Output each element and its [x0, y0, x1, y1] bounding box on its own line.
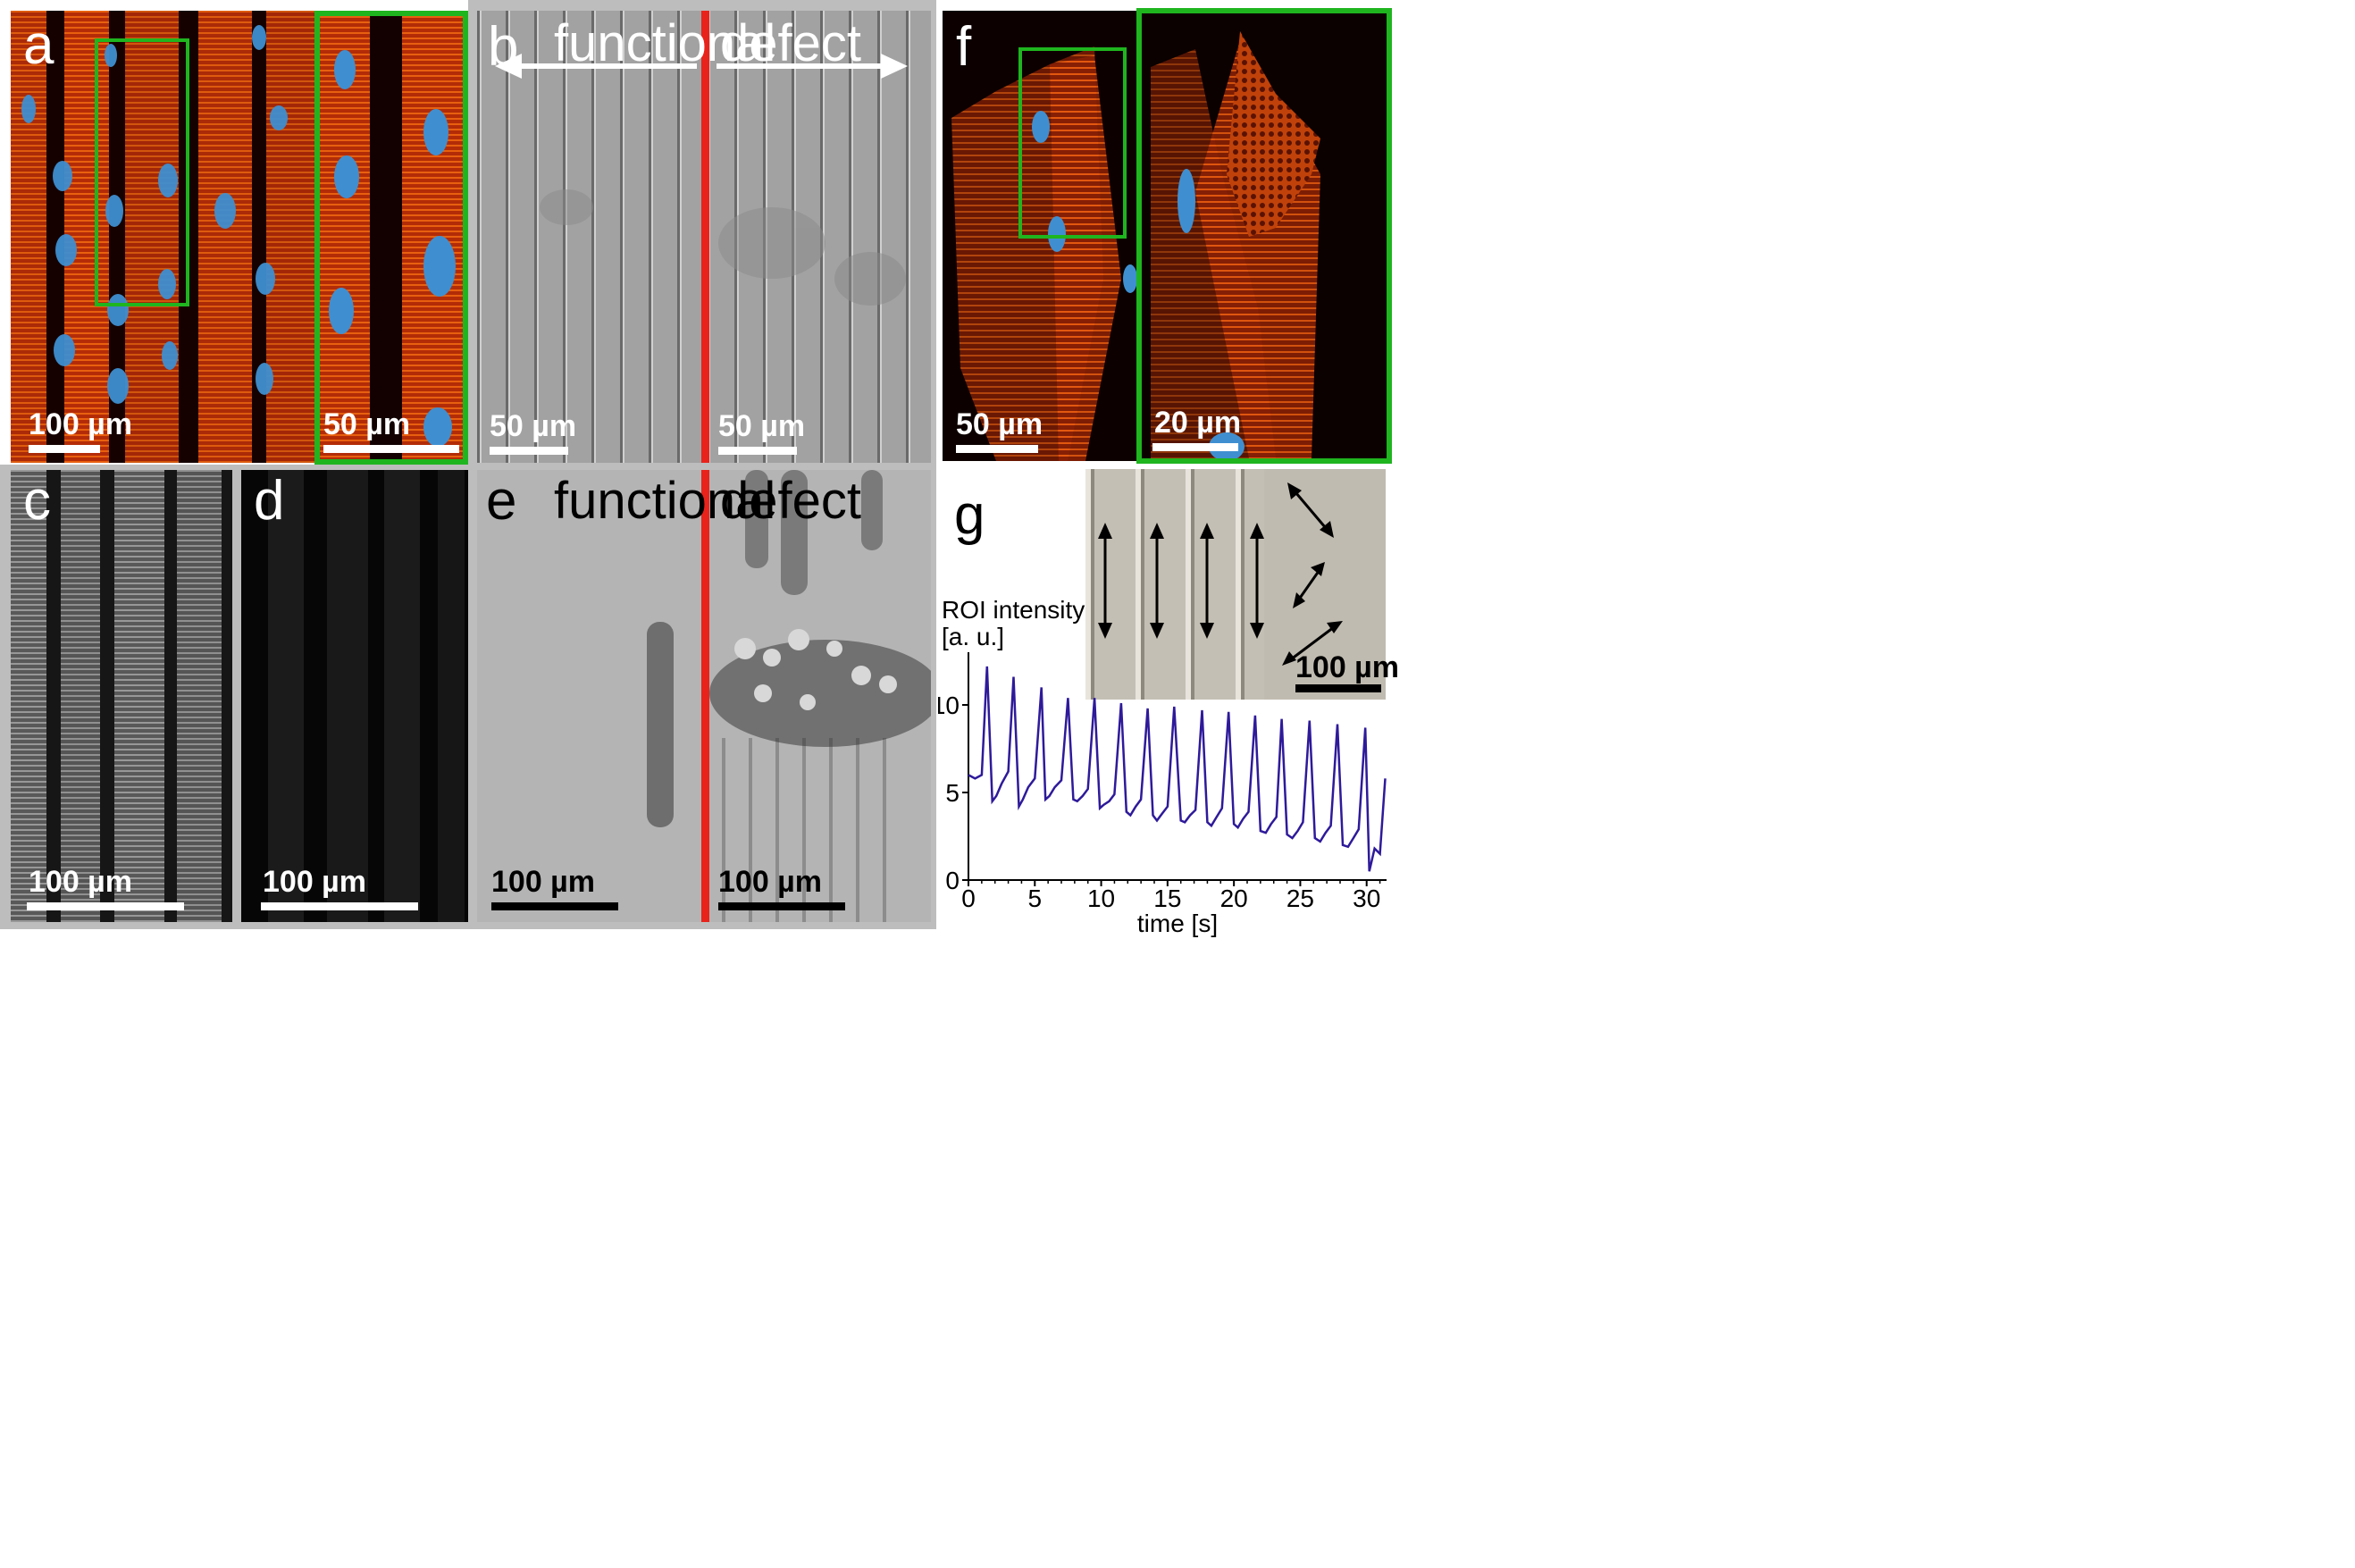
panel-b-divider: [701, 11, 709, 463]
x-tick-label: 20: [1220, 885, 1248, 912]
y-axis-label: ROI intensity: [942, 596, 1085, 624]
panel-e-right-scale-label: 100 µm: [718, 865, 822, 899]
panel-e-label: e: [486, 470, 517, 532]
panel-e-functional-text: functional: [554, 472, 776, 530]
panel-a-label: a: [23, 14, 54, 76]
panel-d-grayscale-image: [241, 470, 468, 922]
panel-f-inset-scalebar: [1152, 443, 1238, 451]
panel-b-left-scale-label: 50 µm: [490, 409, 577, 443]
panel-g-phase-image: [1085, 469, 1386, 700]
panel-f-inset: [1136, 8, 1392, 464]
panel-f-scale-label: 50 µm: [956, 407, 1043, 441]
panel-a-roi-box: [95, 38, 189, 306]
x-tick-label: 25: [1286, 885, 1314, 912]
panel-b-arrows: [495, 54, 908, 79]
panel-b-right-scalebar: [718, 447, 797, 455]
panel-c-grayscale-image: [11, 470, 232, 922]
y-tick-label: 5: [945, 779, 960, 807]
panel-c-scale-label: 100 µm: [29, 865, 132, 899]
x-tick-label: 15: [1153, 885, 1181, 912]
panel-b-functional-text: functional: [554, 14, 776, 72]
panel-f-inset-scale-label: 20 µm: [1154, 406, 1242, 440]
panel-a-main: [11, 11, 314, 463]
panel-c-label: c: [23, 470, 51, 532]
x-tick-label: 0: [961, 885, 976, 912]
x-axis-label: time [s]: [1137, 910, 1218, 937]
double-arrow-icon: [1098, 482, 1343, 666]
panel-a-scalebar: [29, 445, 100, 453]
panel-a-scale-label: 100 µm: [29, 407, 132, 441]
y-tick-label: 10: [938, 692, 960, 719]
panel-e-right-scalebar: [718, 902, 845, 910]
x-tick-label: 10: [1087, 885, 1115, 912]
cardiomyocyte-fluorescence-image: [11, 11, 314, 463]
panel-b-left-scalebar: [490, 447, 568, 455]
panel-c: [11, 470, 232, 922]
x-tick-label: 5: [1027, 885, 1042, 912]
panel-a-inset-scalebar: [323, 445, 459, 453]
panel-f-fluorescence-image: [943, 11, 1137, 461]
panel-c-scalebar: [27, 902, 184, 910]
panel-e-divider: [701, 470, 709, 922]
roi-intensity-trace: [968, 666, 1387, 872]
panel-g-inset-scalebar: [1295, 684, 1381, 692]
panel-f-roi-box: [1018, 47, 1127, 239]
panel-b-right-scale-label: 50 µm: [718, 409, 806, 443]
panel-d: [241, 470, 468, 922]
panel-b-defect-text: defect: [720, 14, 861, 72]
roi-intensity-chart: 0 5 10 15 20 25 30 0 5 10 time [s] ROI intensity[a.…: [938, 596, 1387, 937]
panel-a-inset: [314, 11, 468, 465]
panel-f-scalebar: [956, 445, 1038, 453]
y-axis-label: [a. u.]: [942, 623, 1004, 650]
panel-d-label: d: [254, 470, 285, 532]
y-tick-label: 0: [945, 867, 960, 894]
panel-a-inset-scale-label: 50 µm: [323, 407, 411, 441]
x-tick-label: 30: [1353, 885, 1380, 912]
panel-e-left-scalebar: [491, 902, 618, 910]
panel-g-inset-scale-label: 100 µm: [1295, 650, 1399, 684]
panel-g-label: g: [954, 484, 985, 546]
panel-d-scalebar: [261, 902, 418, 910]
panel-a-zoom-image: [320, 16, 463, 459]
panel-f-label: f: [956, 16, 972, 78]
arrow-right-icon: [881, 54, 908, 79]
panel-f-zoom-image: [1142, 13, 1387, 458]
panel-e-defect-text: defect: [720, 472, 861, 530]
panel-d-scale-label: 100 µm: [263, 865, 366, 899]
arrow-left-icon: [495, 54, 522, 79]
panel-g-inset: [1085, 469, 1386, 700]
panel-e-left-scale-label: 100 µm: [491, 865, 595, 899]
